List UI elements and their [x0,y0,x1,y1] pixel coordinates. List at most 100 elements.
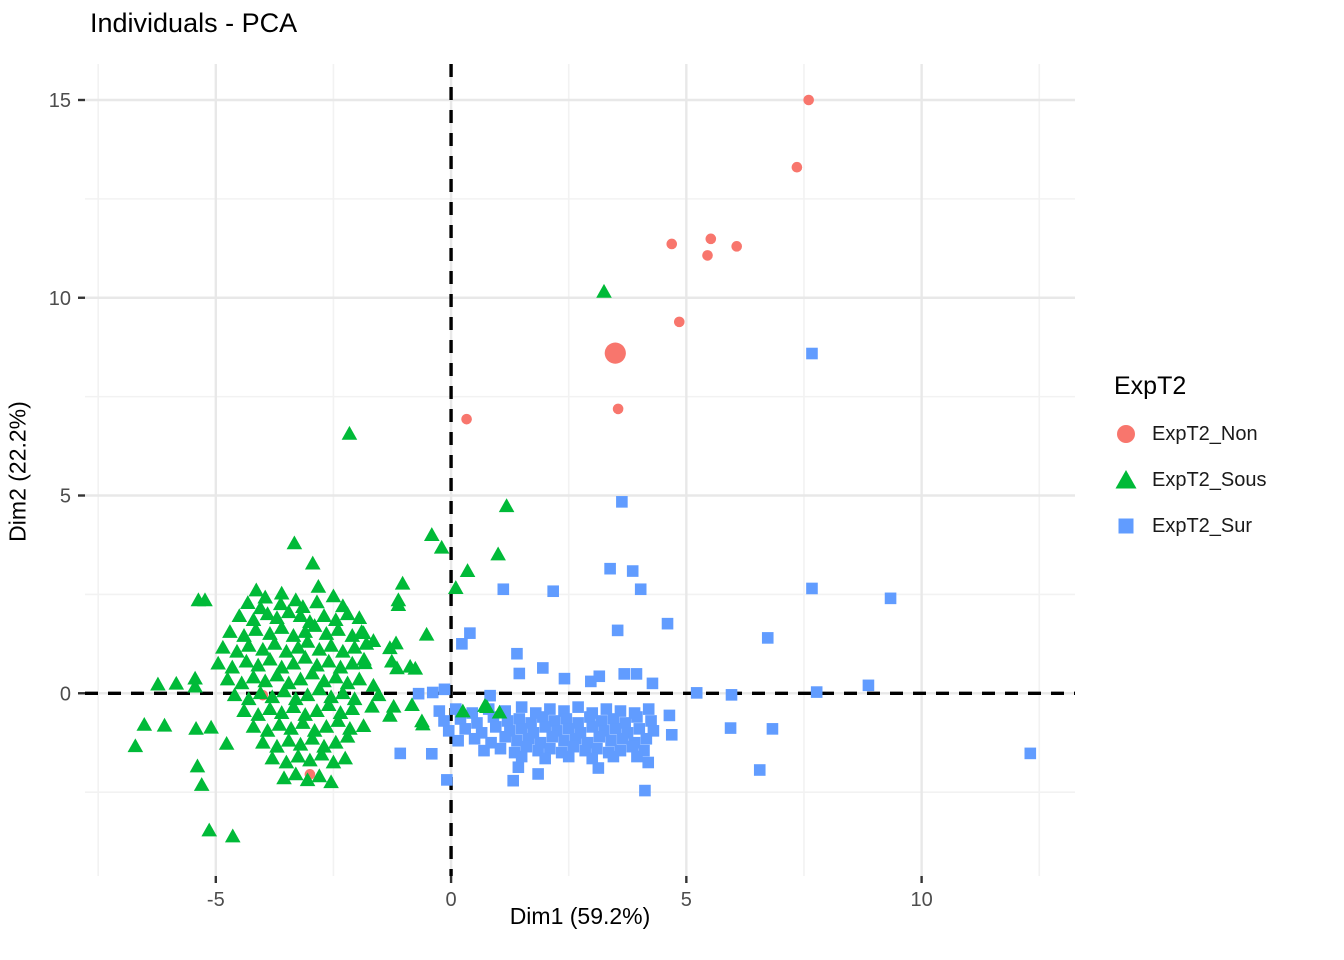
data-point [311,641,328,656]
data-point [325,754,342,769]
data-point [342,720,358,735]
data-point [280,732,297,747]
data-point [189,758,206,773]
data-point [313,746,330,761]
data-point [466,707,479,719]
data-point [210,655,226,670]
data-point [250,657,266,672]
data-point [490,546,506,561]
page-title: Individuals - PCA [90,8,298,38]
data-point [269,667,285,682]
data-point [335,685,351,700]
data-point [218,735,235,750]
data-point [248,622,264,636]
data-point [297,624,314,638]
data-point [272,596,289,611]
data-point [332,705,349,719]
data-point [586,752,599,765]
data-point [725,689,738,701]
data-point [295,715,311,729]
data-point [596,283,612,298]
data-point [498,498,515,513]
data-point [156,717,173,732]
data-point [353,624,370,638]
data-point [285,699,302,714]
data-point [461,413,472,425]
data-point [306,722,323,737]
data-point [255,734,271,749]
data-point [264,750,281,765]
data-point [266,635,283,650]
data-point [619,717,631,729]
data-point [365,677,382,692]
square-legend-key-icon [1118,518,1134,534]
data-point [522,732,535,745]
data-point [404,697,420,712]
data-point [515,723,528,735]
data-point [351,610,368,625]
data-point [415,716,431,731]
data-point [607,750,620,763]
data-point [292,608,309,623]
triangle-legend-key-icon [1115,470,1137,489]
x-tick-label: -5 [207,889,225,911]
data-point [316,738,332,753]
data-point [224,659,241,674]
data-point [332,659,349,674]
data-point [262,626,278,640]
data-point [245,612,262,626]
data-point [459,723,471,735]
data-point [287,691,304,706]
data-point [673,316,685,328]
data-point [344,655,361,670]
data-point [515,701,528,713]
data-point [665,728,678,741]
data-point [702,250,713,261]
y-axis-title: Dim2 (22.2%) [4,401,31,542]
data-point [534,736,547,749]
data-point [520,740,533,753]
data-point [598,725,610,737]
data-point [150,676,166,691]
data-point [574,727,587,739]
data-point [593,670,606,683]
data-point [318,626,335,640]
data-point [806,347,818,360]
data-point [471,717,483,729]
data-point [187,670,203,685]
data-point [412,687,425,700]
data-point [320,697,337,712]
data-point [690,687,703,699]
data-point [193,777,210,791]
data-point [269,610,285,625]
y-tick-label: 15 [49,90,71,112]
legend-title: ExpT2 [1114,372,1187,400]
data-point [215,639,231,654]
data-point [511,734,523,747]
data-point [455,703,471,718]
data-point [344,628,361,642]
data-point [631,750,643,763]
data-point [330,713,346,727]
data-point [645,715,657,727]
data-point [761,632,774,644]
data-point [459,563,476,577]
data-point [323,689,339,704]
data-point [203,719,219,734]
data-point [262,701,278,715]
data-point [621,727,634,739]
data-point [425,747,438,760]
data-point [339,675,356,690]
data-point [335,643,351,658]
data-point [441,774,453,786]
data-point [339,728,356,743]
data-point [464,627,476,639]
data-point [262,651,278,666]
data-point [513,667,526,680]
data-point [302,752,318,767]
data-point [264,689,281,704]
data-point [600,703,613,715]
data-point [454,713,467,725]
data-point [318,718,335,733]
